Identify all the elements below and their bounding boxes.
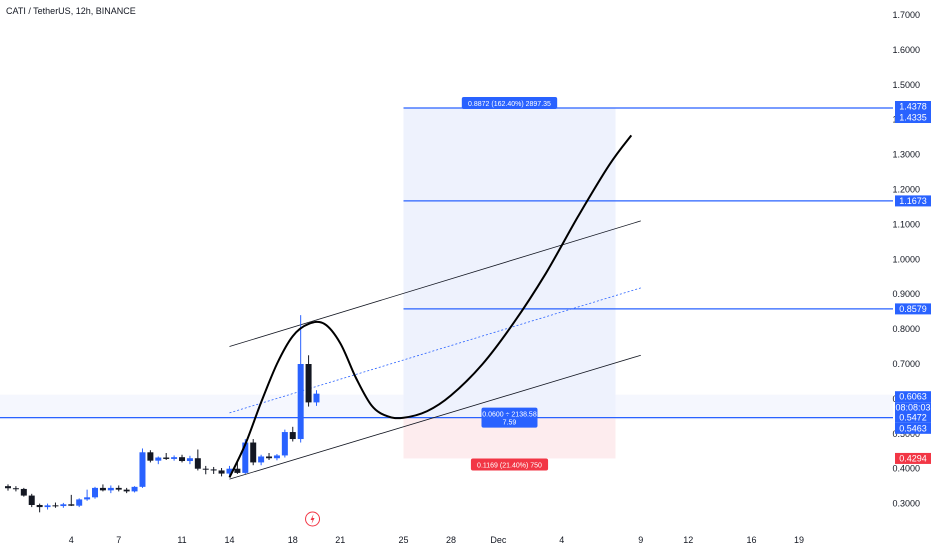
projection-curve[interactable] bbox=[228, 134, 633, 478]
candle-body[interactable] bbox=[242, 442, 249, 473]
entry-label-box bbox=[481, 407, 538, 428]
candle-body[interactable] bbox=[28, 495, 35, 505]
x-tick-label: 18 bbox=[288, 535, 298, 545]
flash-icon[interactable] bbox=[305, 511, 321, 527]
candle-body[interactable] bbox=[123, 489, 130, 492]
target-label: 0.8872 (162.40%) 2897.35 bbox=[468, 101, 551, 108]
countdown-label: 08:08:03 bbox=[895, 403, 930, 413]
price-tag-box bbox=[895, 422, 931, 434]
candle-body[interactable] bbox=[84, 497, 91, 500]
candle-body[interactable] bbox=[131, 486, 138, 492]
countdown-box bbox=[895, 402, 931, 414]
price-tag[interactable]: 1.1673 bbox=[899, 196, 927, 206]
price-tag-box bbox=[895, 391, 931, 403]
candle-body[interactable] bbox=[5, 486, 11, 489]
candle-body[interactable] bbox=[76, 499, 83, 506]
price-tag[interactable]: 0.6063 bbox=[899, 392, 927, 402]
price-tag[interactable]: 0.4294 bbox=[899, 453, 927, 463]
candle-body[interactable] bbox=[12, 488, 19, 490]
x-tick-label: 19 bbox=[794, 535, 804, 545]
y-tick-label: 0.9000 bbox=[892, 289, 920, 299]
stop-label: 0.1169 (21.40%) 750 bbox=[477, 462, 542, 469]
candle-body[interactable] bbox=[273, 455, 280, 459]
candle-body[interactable] bbox=[115, 487, 122, 490]
target-label-box bbox=[461, 97, 558, 110]
price-tag[interactable]: 0.5472 bbox=[899, 412, 927, 422]
candle-body[interactable] bbox=[258, 456, 265, 463]
y-tick-label: 0.3000 bbox=[892, 499, 920, 509]
price-tag-box bbox=[895, 411, 931, 423]
price-tag-box bbox=[895, 112, 931, 124]
x-tick-label: 21 bbox=[335, 535, 345, 545]
y-tick-label: 0.4000 bbox=[892, 464, 920, 474]
y-tick-label: 0.8000 bbox=[892, 324, 920, 334]
price-tag-box bbox=[895, 452, 931, 464]
x-tick-label: 4 bbox=[559, 535, 564, 545]
x-tick-label: 11 bbox=[177, 535, 186, 545]
y-tick-label: 1.7000 bbox=[892, 10, 920, 20]
candle-body[interactable] bbox=[44, 505, 51, 508]
candle-body[interactable] bbox=[163, 457, 170, 459]
x-tick-label: 4 bbox=[69, 535, 74, 545]
price-tag-box bbox=[895, 303, 931, 315]
price-tag[interactable]: 0.8579 bbox=[899, 304, 927, 314]
y-tick-label: 0.7000 bbox=[892, 359, 920, 369]
x-tick-label: 25 bbox=[398, 535, 408, 545]
candle-body[interactable] bbox=[99, 487, 106, 491]
x-tick-label: 14 bbox=[224, 535, 234, 545]
entry-label-line2: 7.59 bbox=[503, 420, 517, 427]
candle-body[interactable] bbox=[92, 487, 99, 498]
x-tick-label: 28 bbox=[446, 535, 456, 545]
candle-body[interactable] bbox=[234, 468, 241, 473]
candle-body[interactable] bbox=[107, 487, 114, 491]
target-zone[interactable] bbox=[403, 108, 616, 418]
candle-body[interactable] bbox=[210, 469, 217, 471]
candle-body[interactable] bbox=[20, 488, 27, 496]
candle-body[interactable] bbox=[155, 457, 162, 461]
candle-body[interactable] bbox=[297, 364, 304, 440]
candle-body[interactable] bbox=[250, 442, 257, 463]
y-tick-label: 1.1000 bbox=[892, 219, 920, 229]
candle-body[interactable] bbox=[52, 505, 59, 507]
stop-label-box bbox=[470, 458, 549, 471]
y-tick-label: 1.6000 bbox=[892, 45, 920, 55]
y-tick-label: 1.3000 bbox=[892, 150, 920, 160]
candle-body[interactable] bbox=[218, 470, 225, 474]
y-tick-label: 1.2000 bbox=[892, 185, 920, 195]
candle-body[interactable] bbox=[68, 504, 75, 506]
y-tick-label: 1.5000 bbox=[892, 80, 920, 90]
candle-body[interactable] bbox=[281, 432, 288, 456]
candle-body[interactable] bbox=[226, 468, 233, 474]
flash-icon-bolt bbox=[310, 514, 315, 524]
channel-lower-line[interactable] bbox=[229, 354, 641, 480]
x-tick-label: 9 bbox=[638, 535, 643, 545]
price-tag[interactable]: 1.4335 bbox=[899, 113, 927, 123]
price-tag[interactable]: 0.5463 bbox=[899, 423, 927, 433]
candle-body[interactable] bbox=[266, 456, 273, 459]
candle-body[interactable] bbox=[179, 457, 186, 462]
candle-body[interactable] bbox=[36, 504, 43, 508]
candle-body[interactable] bbox=[60, 504, 67, 507]
candle-body[interactable] bbox=[313, 393, 320, 403]
candle-body[interactable] bbox=[289, 432, 296, 440]
symbol-title: CATI / TetherUS, 12h, BINANCE bbox=[6, 6, 136, 16]
candle-body[interactable] bbox=[305, 364, 312, 403]
candle-body[interactable] bbox=[202, 468, 209, 470]
x-tick-label: Dec bbox=[490, 535, 507, 545]
entry-label-line1: 0.0600 ÷ 2138.58 bbox=[482, 412, 537, 419]
candle-body[interactable] bbox=[147, 452, 154, 461]
channel-upper-line[interactable] bbox=[229, 220, 641, 347]
price-tag-box bbox=[895, 101, 931, 113]
candle-body[interactable] bbox=[139, 452, 146, 487]
candle-body[interactable] bbox=[171, 457, 178, 459]
price-tag-box bbox=[895, 195, 931, 207]
candle-body[interactable] bbox=[194, 458, 201, 469]
x-tick-label: 12 bbox=[683, 535, 693, 545]
candle-body[interactable] bbox=[186, 458, 193, 462]
x-tick-label: 7 bbox=[116, 535, 121, 545]
y-tick-label: 1.0000 bbox=[892, 254, 920, 264]
price-tag[interactable]: 1.4378 bbox=[899, 102, 927, 112]
x-tick-label: 16 bbox=[747, 535, 757, 545]
